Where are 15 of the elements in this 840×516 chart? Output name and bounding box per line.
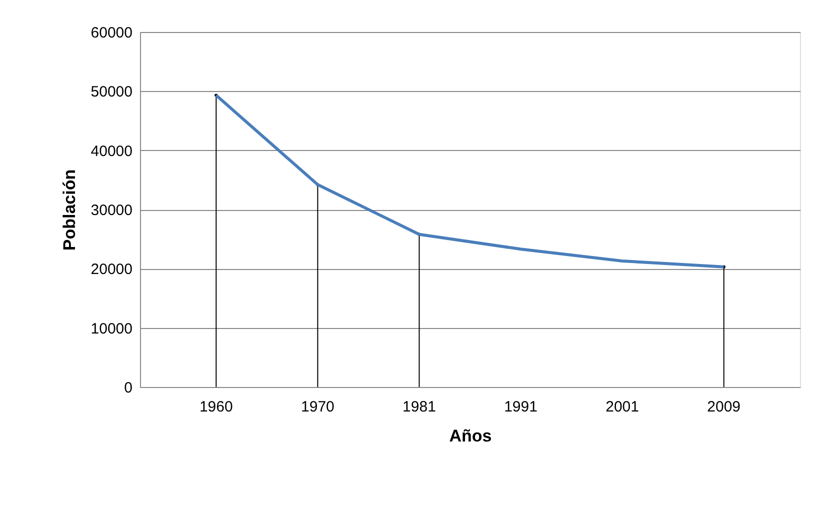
x-tick-label: 1960 <box>199 398 233 416</box>
y-tick-label: 40000 <box>90 142 132 160</box>
y-tick-label: 20000 <box>90 261 132 278</box>
x-tick-label: 1970 <box>301 398 334 416</box>
x-axis-title: Años <box>449 426 492 446</box>
x-tick-label: 2001 <box>606 398 639 416</box>
y-tick-label: 10000 <box>90 320 132 338</box>
y-axis-title: Población <box>60 169 79 251</box>
y-tick-label: 0 <box>124 380 132 396</box>
y-tick-label: 60000 <box>90 24 132 42</box>
y-tick-label: 30000 <box>90 202 132 219</box>
x-tick-label: 1991 <box>504 398 538 416</box>
x-tick-label: 2009 <box>707 398 741 416</box>
y-tick-label: 50000 <box>90 84 132 101</box>
x-tick-label: 1981 <box>402 398 436 416</box>
